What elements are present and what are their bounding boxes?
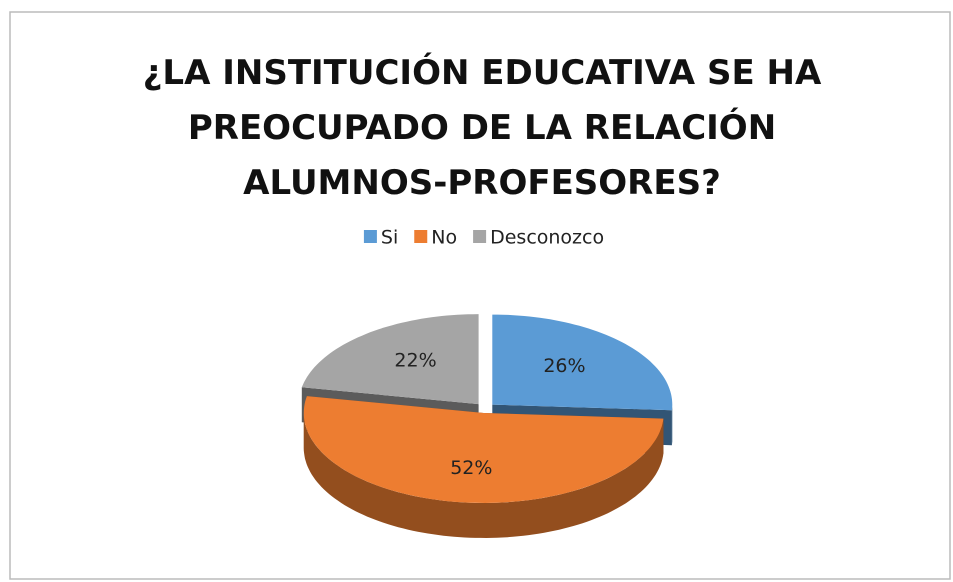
legend-swatch: [414, 230, 428, 243]
slice-side: [303, 413, 664, 538]
legend-swatch: [473, 230, 487, 243]
legend: Si No Desconozco: [363, 227, 604, 249]
pie-slice: [301, 314, 479, 405]
data-label: 52%: [450, 457, 492, 479]
legend-label: Desconozco: [490, 227, 604, 249]
chart-frame: [9, 11, 951, 580]
legend-swatch: [363, 230, 377, 243]
data-label: 26%: [543, 355, 585, 377]
pie-slice: [303, 396, 664, 503]
chart-title: ¿LA INSTITUCIÓN EDUCATIVA SE HA PREOCUPA…: [142, 53, 822, 203]
legend-label: Si: [381, 227, 398, 249]
pie-slice: [492, 314, 673, 411]
legend-label: No: [431, 227, 457, 249]
data-label: 22%: [394, 350, 436, 372]
pie: 26% 52% 22%: [301, 314, 673, 538]
